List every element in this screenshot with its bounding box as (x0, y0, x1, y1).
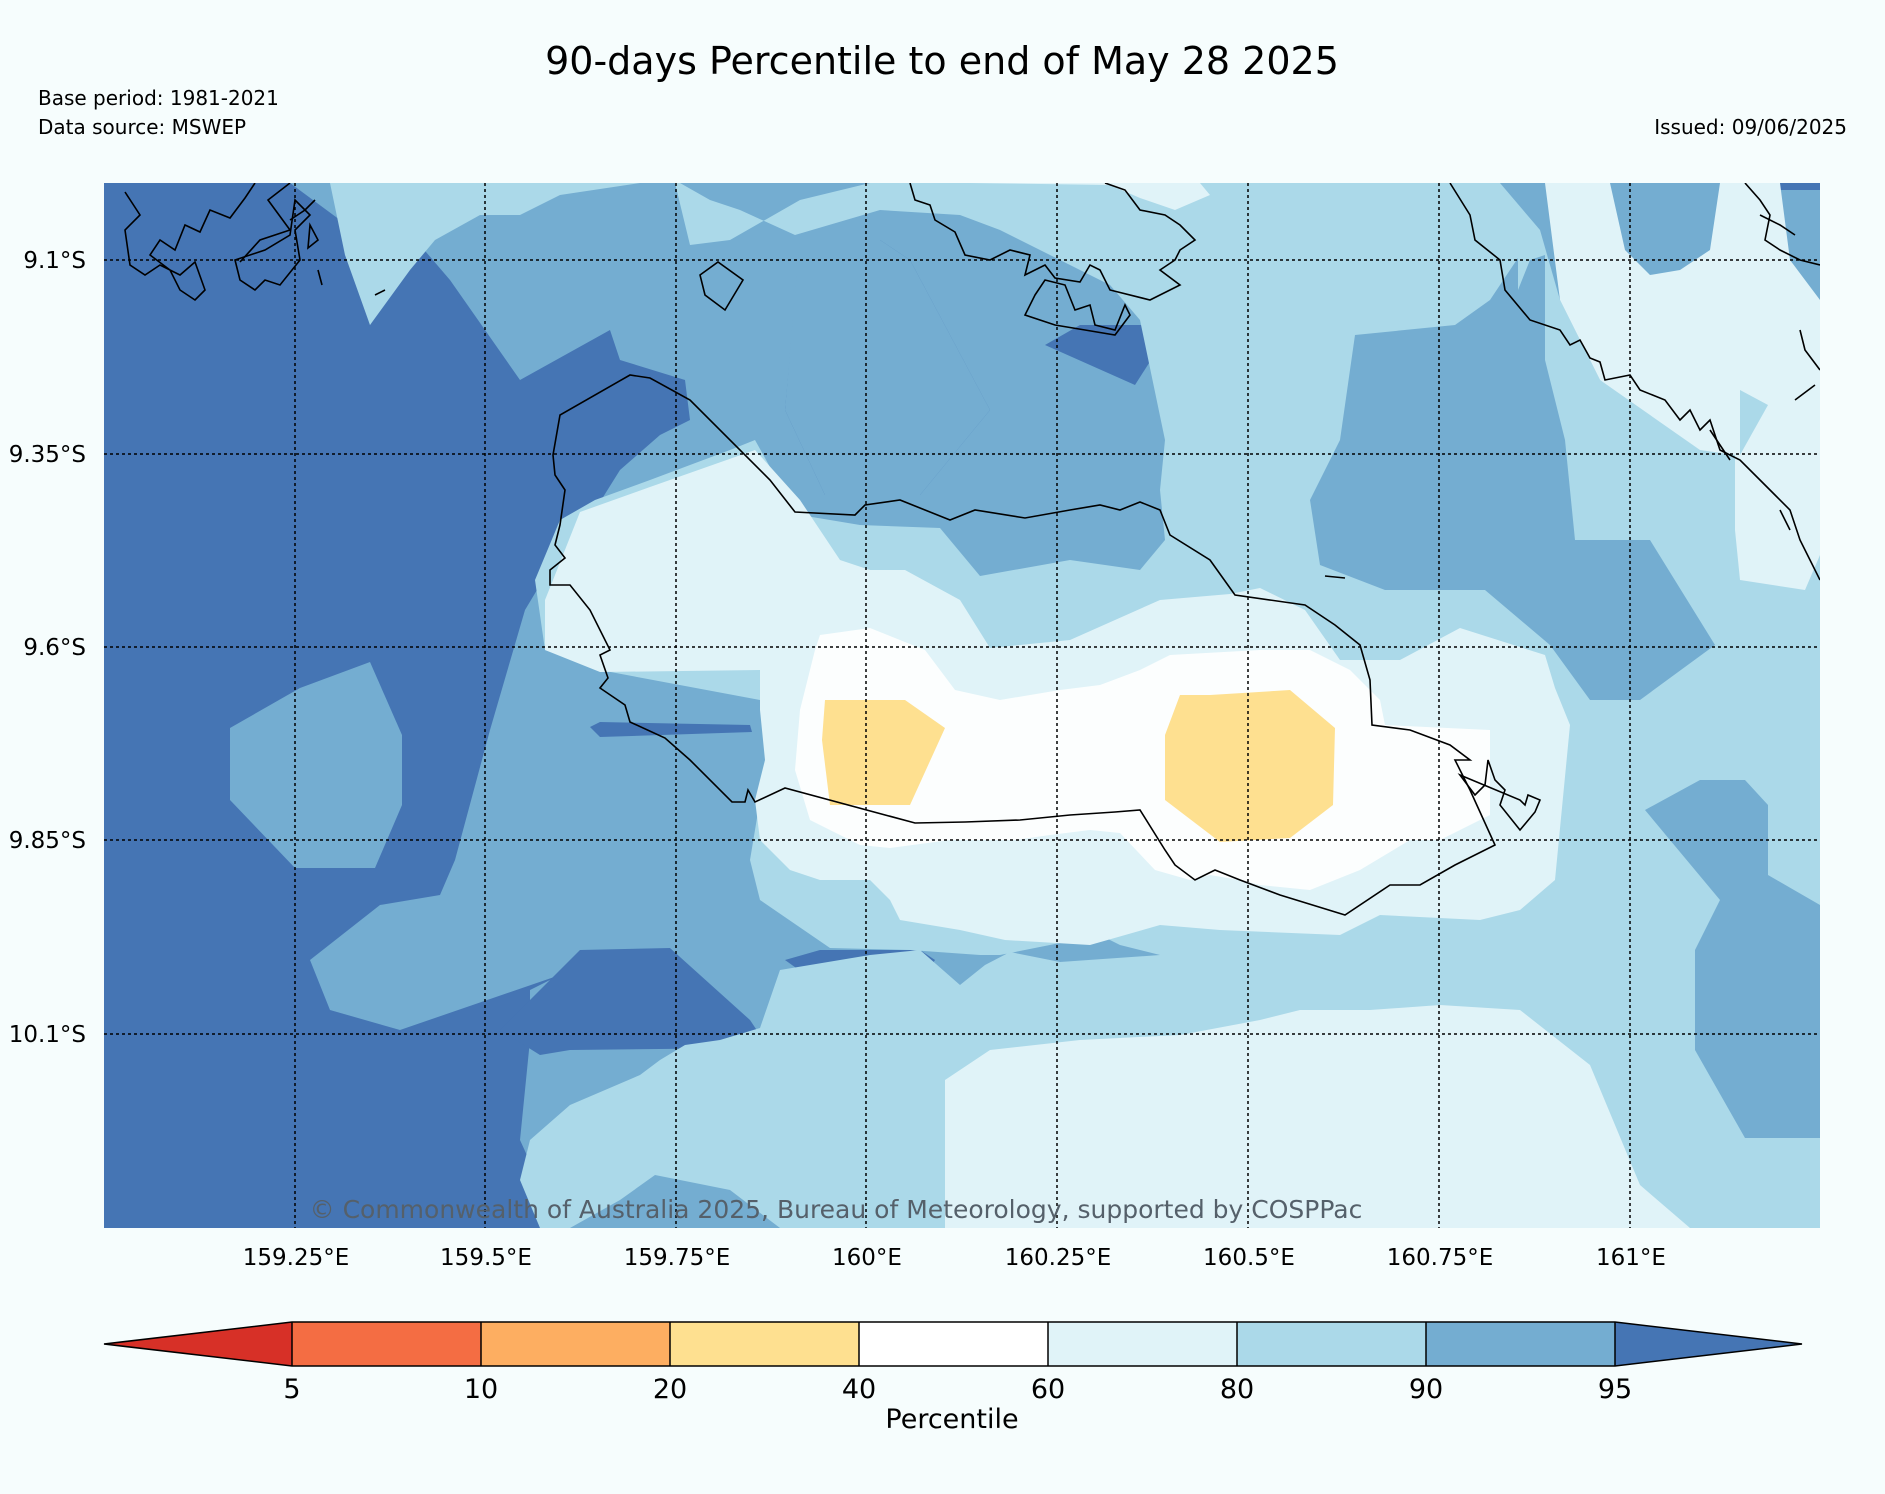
lon-tick-label: 160.75°E (1387, 1245, 1494, 1271)
lon-tick-label: 160.5°E (1203, 1245, 1295, 1271)
region-90-patch-east (1310, 255, 1715, 700)
colorbar-tick-label: 20 (653, 1374, 687, 1405)
region-40-60 (795, 628, 1490, 890)
lat-tick-label: 10.1°S (9, 1022, 86, 1048)
lon-tick-label: 159.5°E (440, 1245, 532, 1271)
lat-tick-label: 9.85°S (9, 828, 86, 854)
lon-tick-label: 160°E (832, 1245, 902, 1271)
graticule (104, 183, 1820, 1228)
colorbar-segment-20-40 (670, 1322, 859, 1366)
colorbar-tick-label: 10 (464, 1374, 498, 1405)
colorbar: 5 10 20 40 60 80 90 95 Percentile (103, 1321, 1803, 1435)
colorbar-segment-90-95 (1426, 1322, 1615, 1366)
region-95-patch-southwest (500, 948, 760, 1055)
colorbar-segment-below-5 (104, 1322, 292, 1366)
region-20-40-east (1165, 690, 1335, 842)
lon-tick-label: 160.25°E (1005, 1245, 1112, 1271)
colorbar-segment-40-60 (859, 1322, 1048, 1366)
coastline (124, 183, 1820, 916)
lon-tick-label: 161°E (1596, 1245, 1666, 1271)
map-title: 90-days Percentile to end of May 28 2025 (545, 39, 1339, 83)
colorbar-tick-label: 40 (842, 1374, 876, 1405)
colorbar-label: Percentile (885, 1404, 1018, 1435)
base-period: Base period: 1981-2021 (38, 86, 279, 110)
colorbar-segment-60-80 (1048, 1322, 1237, 1366)
colorbar-segment-10-20 (481, 1322, 670, 1366)
region-90-patch-north-blue (785, 238, 990, 495)
data-source: Data source: MSWEP (38, 115, 246, 139)
region-80-patch-east (1740, 390, 1768, 455)
colorbar-tick-label: 60 (1031, 1374, 1065, 1405)
region-20-40-west (822, 700, 945, 805)
lat-tick-label: 9.6°S (23, 635, 86, 661)
colorbar-tick-label: 95 (1598, 1374, 1632, 1405)
region-90-patch-west (230, 662, 402, 868)
colorbar-segment-80-90 (1237, 1322, 1426, 1366)
colorbar-tick-label: 80 (1220, 1374, 1254, 1405)
lon-tick-labels: 159.25°E 159.5°E 159.75°E 160°E 160.25°E… (243, 1245, 1666, 1271)
lon-tick-label: 159.75°E (624, 1245, 731, 1271)
colorbar-tick-label: 5 (283, 1374, 300, 1405)
colorbar-segment-5-10 (292, 1322, 481, 1366)
colorbar-segment-above-95 (1615, 1322, 1802, 1366)
region-95-patch-northeast (1045, 325, 1165, 385)
issued-date: Issued: 09/06/2025 (1654, 115, 1847, 139)
lat-tick-label: 9.35°S (9, 442, 86, 468)
colorbar-tick-label: 90 (1409, 1374, 1443, 1405)
lat-tick-labels: 9.1°S 9.35°S 9.6°S 9.85°S 10.1°S (9, 248, 86, 1048)
region-95-patch-islet (590, 722, 752, 737)
lon-tick-label: 159.25°E (243, 1245, 350, 1271)
copyright-notice: © Commonwealth of Australia 2025, Bureau… (310, 1195, 1363, 1224)
region-90-patch-southeast (1645, 780, 1820, 1138)
map-panel: © Commonwealth of Australia 2025, Bureau… (104, 183, 1820, 1228)
lat-tick-label: 9.1°S (23, 248, 86, 274)
